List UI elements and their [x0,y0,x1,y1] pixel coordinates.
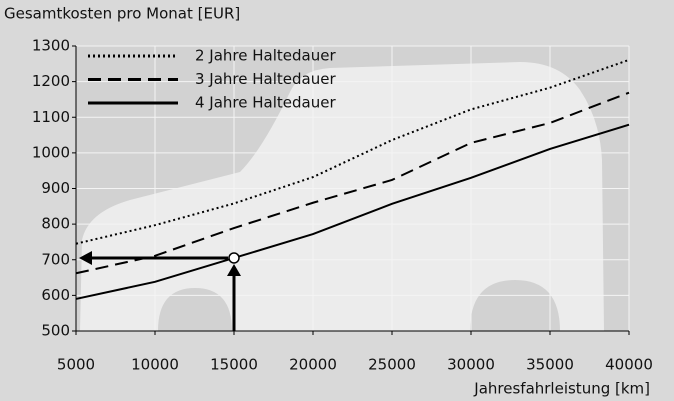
legend-label: 2 Jahre Haltedauer [195,47,336,65]
y-tick-label: 900 [41,179,70,197]
y-tick-label: 600 [41,286,70,304]
x-tick-label: 5000 [57,356,95,374]
x-tick-label: 10000 [131,356,179,374]
x-tick-label: 15000 [210,356,258,374]
y-tick-label: 700 [41,250,70,268]
y-tick-label: 1300 [32,37,70,55]
chart: Gesamtkosten pro Monat [EUR] Jahresfahrl… [0,0,674,401]
x-tick-label: 40000 [605,356,653,374]
y-tick-label: 1000 [32,143,70,161]
highlight-point [229,253,239,263]
chart-title: Gesamtkosten pro Monat [EUR] [4,5,240,23]
legend-label: 3 Jahre Haltedauer [195,70,336,88]
x-axis-label: Jahresfahrleistung [km] [473,380,650,398]
legend-label: 4 Jahre Haltedauer [195,94,336,112]
x-tick-label: 20000 [289,356,337,374]
y-tick-label: 1200 [32,72,70,90]
y-tick-label: 500 [41,322,70,340]
x-tick-label: 35000 [526,356,574,374]
y-tick-label: 1100 [32,108,70,126]
x-tick-label: 25000 [368,356,416,374]
y-tick-label: 800 [41,215,70,233]
x-tick-label: 30000 [447,356,495,374]
